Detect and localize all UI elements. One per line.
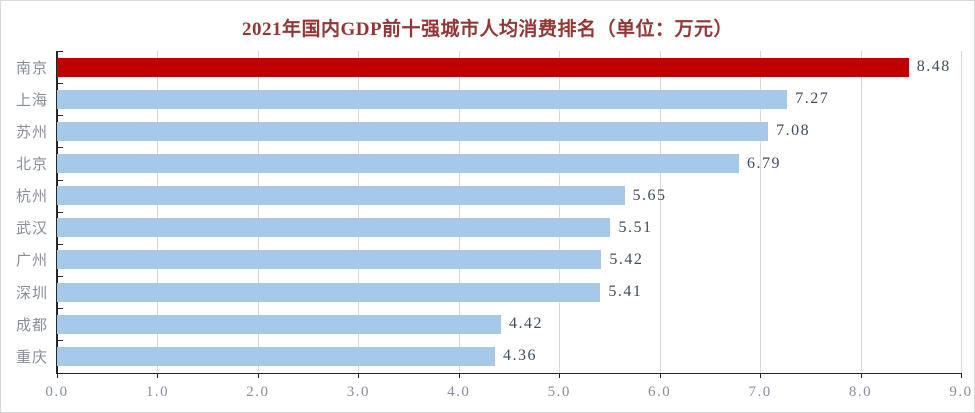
category-label: 深圳 [15,285,48,302]
category-label: 苏州 [15,124,48,141]
value-label: 5.51 [618,218,653,236]
x-axis-tick-label: 9.0 [949,383,973,400]
bar [57,282,601,302]
y-axis-tick [57,372,63,374]
category-label: 杭州 [15,189,48,206]
x-axis-tick-label: 3.0 [346,383,370,400]
bar [57,346,495,366]
value-label: 5.42 [609,250,644,268]
x-axis-tick [659,372,661,378]
x-axis-tick [257,372,259,378]
y-axis-tick [57,179,63,181]
value-label: 5.41 [608,283,643,301]
x-axis-tick-label: 7.0 [748,383,772,400]
bar-highlight [57,57,909,77]
y-axis-tick [57,243,63,245]
x-axis-tick-label: 1.0 [145,383,170,400]
y-axis-tick [57,51,63,52]
value-label: 6.79 [747,154,782,172]
value-label: 8.48 [916,58,951,76]
category-label: 南京 [15,60,48,77]
y-axis-tick [57,276,63,278]
x-axis-tick [760,372,762,378]
gridline [458,51,460,373]
value-label: 4.36 [502,347,537,365]
x-axis-tick [961,372,962,378]
gridline [257,51,259,373]
gridline [961,51,962,373]
bar [57,250,602,270]
value-label: 4.42 [508,315,543,333]
category-label: 广州 [15,253,48,270]
bar [57,121,769,141]
gridline [659,51,661,373]
category-label: 重庆 [15,349,48,366]
x-axis-tick-label: 0.0 [45,383,69,400]
x-axis-line [56,372,961,374]
x-axis-tick [57,372,58,378]
bar [57,89,788,109]
x-axis-tick [157,372,159,378]
category-label: 北京 [15,157,48,173]
x-axis-tick [860,372,862,378]
y-axis-line [56,51,58,373]
value-label: 5.65 [632,186,667,204]
bar [57,154,740,174]
x-axis-tick-label: 5.0 [547,383,571,400]
value-label: 7.08 [776,122,811,140]
gridline [860,51,862,373]
y-axis-tick [57,83,63,85]
category-label: 武汉 [15,221,48,238]
y-axis-tick [57,211,63,213]
gridline [358,51,360,373]
category-label: 上海 [15,92,48,109]
gridline [760,51,762,373]
y-axis-tick [57,147,63,149]
x-axis-tick-label: 4.0 [447,383,471,400]
x-axis-tick [458,372,460,378]
gridline [157,51,159,373]
x-axis-tick-label: 8.0 [848,383,873,400]
bar [57,218,611,238]
value-label: 7.27 [795,90,830,108]
bar [57,314,501,334]
x-axis-tick-label: 2.0 [246,383,270,400]
y-axis-tick [57,115,63,117]
bar [57,186,625,206]
category-label: 成都 [15,317,48,334]
x-axis-tick [559,372,561,378]
x-axis-tick [358,372,360,378]
x-axis-tick-label: 6.0 [648,383,672,400]
chart-title: 2021年国内GDP前十强城市人均消费排名（单位：万元） [241,19,734,40]
y-axis-tick [57,340,63,342]
y-axis-tick [57,308,63,310]
gridline [559,51,561,373]
